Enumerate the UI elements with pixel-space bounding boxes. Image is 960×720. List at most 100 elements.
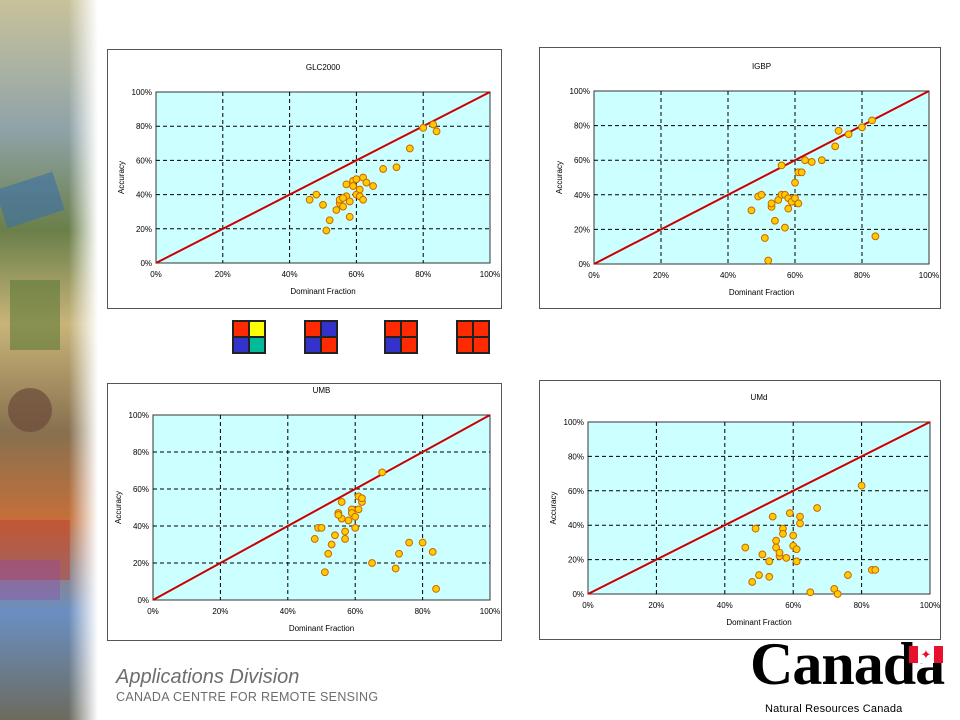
- data-point: [760, 234, 769, 242]
- y-tick-label: 100%: [570, 87, 590, 96]
- data-point: [358, 494, 366, 503]
- data-point: [339, 194, 347, 202]
- data-point: [337, 498, 346, 506]
- wordmark-text: Canada: [750, 631, 945, 697]
- swatch-cell: [473, 321, 489, 337]
- data-point: [341, 535, 349, 543]
- data-point: [312, 190, 321, 199]
- data-point: [764, 256, 773, 265]
- data-point: [796, 519, 804, 528]
- chart-panel-umb: 0% 20% 40% 60% 80% 100% 0% 20% 40% 60% 80% 100% UMB D…: [107, 383, 502, 641]
- y-tick-label: 80%: [568, 452, 584, 461]
- data-point: [751, 524, 760, 533]
- data-point: [797, 168, 806, 177]
- x-tick-label: 100%: [920, 601, 940, 610]
- y-tick-label: 80%: [133, 448, 149, 457]
- x-axis-label: Dominant Fraction: [290, 287, 355, 296]
- data-point: [784, 204, 793, 213]
- x-tick-label: 80%: [415, 607, 431, 616]
- x-tick-label: 100%: [480, 270, 500, 279]
- x-tick-label: 40%: [282, 270, 298, 279]
- data-point: [349, 182, 357, 190]
- swatch-cell: [233, 321, 249, 337]
- color-swatch-4: [456, 320, 490, 354]
- data-point: [419, 124, 428, 132]
- data-point: [355, 185, 364, 194]
- data-point: [857, 481, 866, 490]
- x-tick-label: 20%: [653, 271, 669, 280]
- color-swatch-2: [304, 320, 338, 354]
- data-point: [781, 223, 789, 232]
- data-point: [755, 571, 763, 579]
- data-point: [765, 572, 774, 581]
- data-point: [428, 548, 437, 556]
- data-point: [320, 568, 329, 577]
- data-point: [834, 126, 843, 135]
- chart-title-igbp: IGBP: [752, 62, 771, 71]
- data-point: [334, 510, 343, 519]
- x-tick-label: 40%: [720, 271, 736, 280]
- data-point: [741, 543, 750, 552]
- y-tick-label: 20%: [574, 225, 590, 234]
- x-tick-label: 60%: [348, 270, 364, 279]
- y-tick-label: 100%: [129, 411, 149, 420]
- swatch-cell: [457, 321, 473, 337]
- data-point: [429, 120, 438, 129]
- data-point: [792, 545, 801, 554]
- data-point: [331, 531, 339, 540]
- y-tick-label: 40%: [133, 522, 149, 531]
- data-point: [319, 200, 327, 209]
- data-point: [782, 553, 791, 562]
- data-point: [868, 116, 876, 125]
- swatch-cell: [305, 337, 321, 353]
- x-tick-label: 80%: [854, 601, 870, 610]
- x-tick-label: 80%: [415, 270, 431, 279]
- swatch-cell: [249, 321, 265, 337]
- x-tick-label: 20%: [212, 607, 228, 616]
- data-point: [368, 559, 376, 567]
- reference-line-1to1: [152, 414, 491, 601]
- swatch-cell: [249, 337, 265, 353]
- data-point: [405, 144, 414, 153]
- data-point: [354, 505, 363, 514]
- x-tick-label: 40%: [280, 607, 296, 616]
- data-point: [362, 178, 371, 187]
- data-point: [833, 590, 842, 598]
- y-tick-label: 60%: [574, 156, 590, 165]
- x-tick-label: 0%: [582, 601, 594, 610]
- decorative-image-strip: [0, 0, 98, 720]
- x-tick-label: 60%: [785, 601, 801, 610]
- swatch-cell: [473, 337, 489, 353]
- data-point: [418, 538, 427, 547]
- data-point: [747, 206, 756, 215]
- data-point: [844, 571, 852, 579]
- canada-wordmark-logo: Canada ✦: [750, 631, 945, 702]
- y-tick-label: 60%: [133, 485, 149, 494]
- data-point: [779, 529, 787, 538]
- y-tick-label: 20%: [133, 559, 149, 568]
- data-point: [345, 197, 354, 206]
- reference-line-1to1: [587, 421, 931, 595]
- data-point: [351, 512, 360, 521]
- scatter-plot-igbp: 0% 20% 40% 60% 80% 100% 0% 20% 40% 60% 80% 100% IGBP…: [555, 62, 939, 297]
- data-point: [807, 158, 816, 166]
- data-point: [351, 523, 360, 532]
- x-tick-label: 40%: [717, 601, 733, 610]
- data-point: [813, 504, 822, 512]
- data-point: [345, 212, 354, 221]
- x-axis-label: Dominant Fraction: [726, 618, 791, 627]
- y-tick-label: 20%: [568, 556, 584, 565]
- swatch-cell: [401, 337, 417, 353]
- data-point: [748, 578, 757, 586]
- data-point: [325, 216, 334, 225]
- y-axis-label: Accuracy: [117, 161, 126, 194]
- agency-name: CANADA CENTRE FOR REMOTE SENSING: [116, 690, 379, 704]
- data-point: [844, 130, 853, 139]
- swatch-cell: [385, 337, 401, 353]
- data-point: [794, 199, 803, 208]
- chart-title-glc2000: GLC2000: [306, 63, 341, 72]
- data-point: [341, 527, 349, 536]
- data-point: [342, 180, 351, 189]
- y-tick-label: 80%: [136, 122, 152, 131]
- x-axis-label: Dominant Fraction: [289, 624, 354, 633]
